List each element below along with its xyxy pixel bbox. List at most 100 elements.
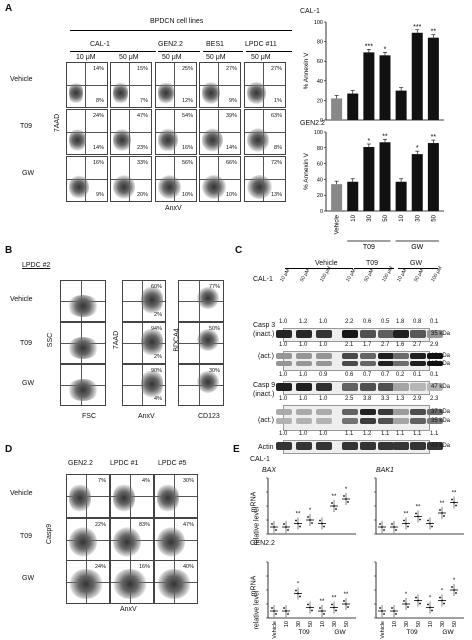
data-point: [287, 613, 289, 615]
blot-band: [342, 442, 358, 450]
blot-band: [296, 418, 312, 424]
cell-cloud: [197, 287, 219, 309]
panel-a-letter: A: [5, 3, 13, 14]
e-x-tick: 50: [308, 621, 314, 627]
casp9-anxv-plot: 22%: [66, 518, 110, 562]
significance-mark: ***: [365, 43, 373, 50]
chart-gen22-title: GEN2.2: [300, 120, 325, 127]
blot-band: [410, 353, 426, 359]
quadrant-v: [85, 63, 86, 107]
data-point: [345, 498, 347, 500]
pct-lower: 7%: [140, 98, 148, 104]
pct-lower: 2%: [154, 312, 162, 318]
blot-band: [276, 442, 292, 450]
flow-plot-a: 24% 14%: [66, 109, 108, 155]
c-conc: 10 μM: [345, 267, 358, 283]
blot-band: [360, 353, 376, 359]
pct-upper: 16%: [138, 564, 150, 570]
group-bes1: BES1: [206, 41, 224, 48]
data-point: [451, 586, 453, 588]
data-point: [275, 529, 277, 531]
c-row5-values: 1.0: [299, 431, 308, 437]
flow-plot-a: 33% 20%: [110, 156, 152, 202]
c-row2-values: 1.0: [299, 342, 308, 348]
b-anxv: AnxV: [138, 413, 155, 420]
c-row1-values: 2.2: [345, 319, 354, 325]
e-x-tick: 30: [440, 621, 446, 627]
casp9-anxv-plot: 16%: [110, 560, 154, 604]
e-significance: **: [344, 592, 349, 598]
pct-lower: 16%: [181, 145, 193, 151]
e-group-gw: GW: [334, 629, 346, 636]
cell-cloud: [67, 337, 99, 359]
y-tick-label: 40: [317, 79, 323, 85]
cell-cloud: [113, 569, 147, 599]
pct-lower: 9%: [229, 98, 237, 104]
data-point: [283, 523, 285, 525]
y-tick-label: 60: [317, 162, 323, 168]
pct-lower: 14%: [92, 145, 104, 151]
data-point: [405, 522, 407, 525]
data-point: [383, 529, 385, 531]
pct-upper: 60%: [150, 284, 162, 290]
data-point: [431, 609, 433, 612]
group-cal1: CAL-1: [90, 41, 110, 48]
data-point: [443, 602, 445, 605]
cell-cloud: [69, 174, 90, 199]
blot-band: [393, 442, 409, 450]
c-row1-values: 0.5: [381, 319, 390, 325]
e-significance: **: [320, 599, 325, 605]
anxv-7aad-plot: 60% 2%: [122, 280, 166, 322]
blot-band: [427, 353, 443, 359]
c-mw: 17 kDa: [431, 361, 451, 367]
x-tick-label: 10: [399, 214, 405, 221]
flow-plot-a: 63% 8%: [244, 109, 286, 155]
pct-lower: 20%: [136, 192, 148, 198]
c-row2-values: 2.1: [345, 342, 354, 348]
c-line-t: [354, 268, 394, 269]
data-point: [333, 505, 335, 507]
e-x-tick: 10: [392, 621, 398, 627]
e-x-tick: 50: [416, 621, 422, 627]
cell-cloud: [247, 80, 266, 105]
bar-chart-gen22: 0 20 40 60 80 100 % Annexin V Vehicle 10 * 30 ** 50 1…: [303, 130, 444, 251]
blot-band: [393, 409, 409, 415]
c-mw: 47 kDa: [431, 384, 451, 390]
data-point: [347, 606, 349, 608]
cell-cloud: [158, 80, 175, 105]
c-row5-values: 1.0: [319, 431, 328, 437]
b-row-gw: GW: [22, 380, 35, 387]
pct-upper: 33%: [136, 160, 148, 166]
blot-band: [342, 330, 358, 338]
group-label-gw: GW: [411, 244, 423, 251]
blot-band: [360, 409, 376, 415]
c-row1-values: 1.0: [279, 319, 288, 325]
blot-band: [316, 361, 332, 366]
e-x-tick: 30: [404, 621, 410, 627]
data-point: [331, 603, 333, 606]
pct-upper: 83%: [138, 522, 150, 528]
pct-upper: 24%: [94, 564, 106, 570]
blot-band: [316, 383, 332, 391]
data-point: [323, 613, 325, 615]
casp9-anxv-plot: 47%: [154, 518, 198, 562]
data-point: [379, 607, 381, 609]
x-tick-label: 50: [431, 214, 437, 221]
c-mw: 43 kDa: [431, 443, 451, 449]
data-point: [299, 525, 301, 528]
pct-lower: 12%: [181, 98, 193, 104]
flow-plot-a: 56% 10%: [155, 156, 197, 202]
e-significance: **: [296, 512, 301, 518]
data-point: [283, 607, 285, 609]
flow-plot-a: 27% 9%: [199, 62, 241, 108]
cell-cloud: [197, 329, 219, 351]
cell-cloud: [113, 483, 135, 513]
pct-upper: 4%: [142, 478, 150, 484]
cell-cloud: [69, 569, 103, 599]
c-row4-values: 1.0: [319, 396, 328, 402]
conc-5: 50 μM: [251, 54, 271, 61]
data-point: [403, 600, 405, 602]
anxv-7aad-plot: 94% 2%: [122, 322, 166, 364]
pct-upper: 77%: [208, 284, 220, 290]
panel-e-letter: E: [233, 444, 240, 455]
